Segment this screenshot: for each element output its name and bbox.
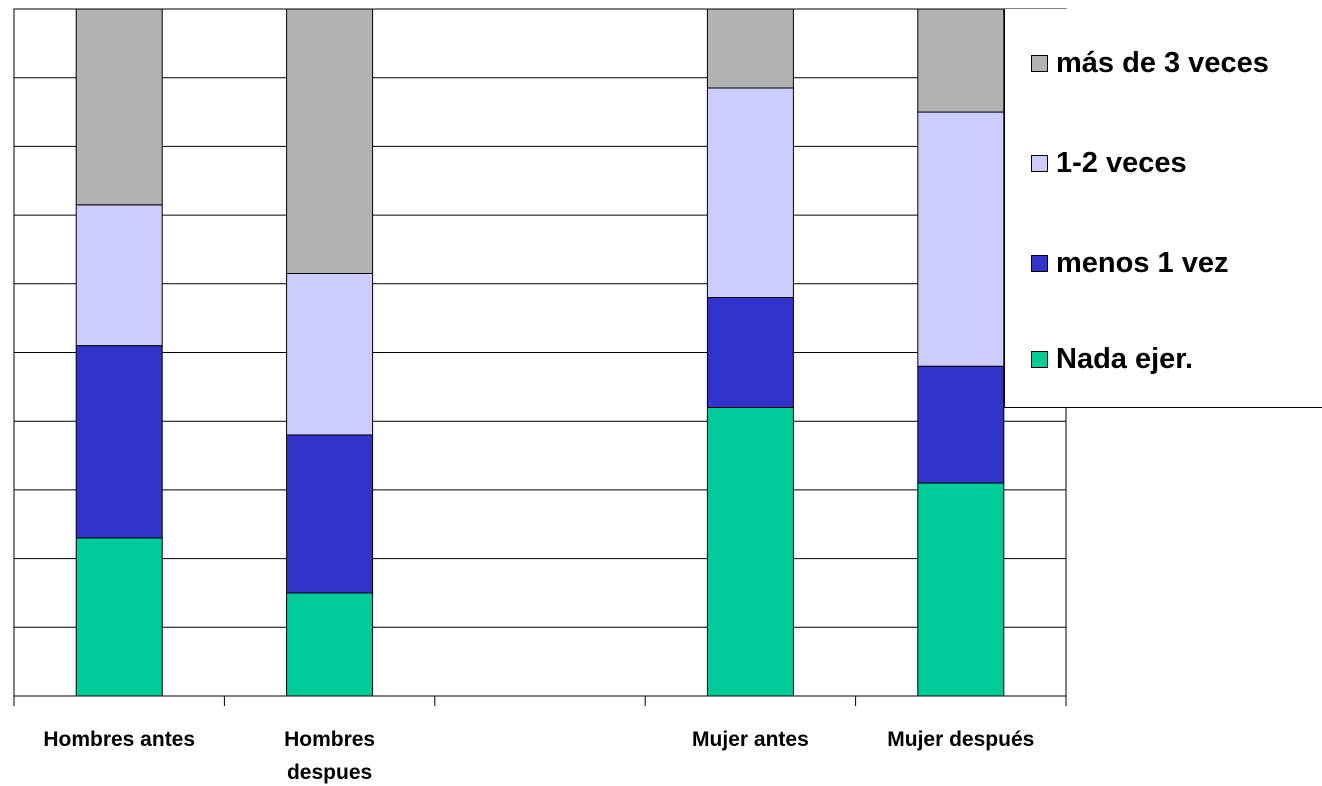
bar-segment bbox=[75, 204, 163, 347]
bar-segment bbox=[706, 8, 794, 89]
bar-segment bbox=[706, 297, 794, 408]
legend-item: 1-2 veces bbox=[1031, 147, 1187, 180]
legend-swatch bbox=[1031, 55, 1048, 72]
legend-label: menos 1 vez bbox=[1056, 247, 1229, 279]
x-axis bbox=[13, 695, 1067, 706]
bar-segment bbox=[706, 87, 794, 299]
bar-segment bbox=[75, 8, 163, 206]
gridlines bbox=[13, 8, 1067, 697]
bar-segment bbox=[75, 537, 163, 697]
x-tick-label: Mujer después bbox=[887, 728, 1034, 751]
legend: más de 3 veces 1-2 veces menos 1 vez Nada e… bbox=[1004, 9, 1322, 408]
bar-segment bbox=[917, 365, 1005, 484]
x-tick-label: Mujer antes bbox=[692, 728, 809, 751]
bar-segment bbox=[286, 8, 374, 274]
x-tick-label: Hombres antes bbox=[43, 728, 195, 751]
x-tick-label: Hombres despues bbox=[284, 728, 375, 784]
legend-swatch bbox=[1031, 351, 1048, 368]
bar-segment bbox=[286, 272, 374, 436]
legend-label: más de 3 veces bbox=[1056, 47, 1269, 79]
legend-swatch bbox=[1031, 255, 1048, 272]
bar-segment bbox=[917, 482, 1005, 697]
x-tick-labels: Hombres antes Hombres despues Mujer antes Mu… bbox=[43, 728, 1034, 784]
bar-stacks bbox=[75, 8, 1005, 697]
legend-swatch bbox=[1031, 155, 1048, 172]
bar-segment bbox=[286, 434, 374, 594]
bar-segment bbox=[706, 406, 794, 697]
bar-segment bbox=[917, 8, 1005, 113]
legend-item: más de 3 veces bbox=[1031, 47, 1269, 80]
legend-item: menos 1 vez bbox=[1031, 247, 1228, 280]
legend-label: Nada ejer. bbox=[1056, 343, 1194, 375]
bar-segment bbox=[75, 345, 163, 539]
legend-label: 1-2 veces bbox=[1056, 147, 1187, 179]
bar-segment bbox=[286, 592, 374, 697]
legend-item: Nada ejer. bbox=[1031, 343, 1193, 376]
bar-segment bbox=[917, 111, 1005, 367]
